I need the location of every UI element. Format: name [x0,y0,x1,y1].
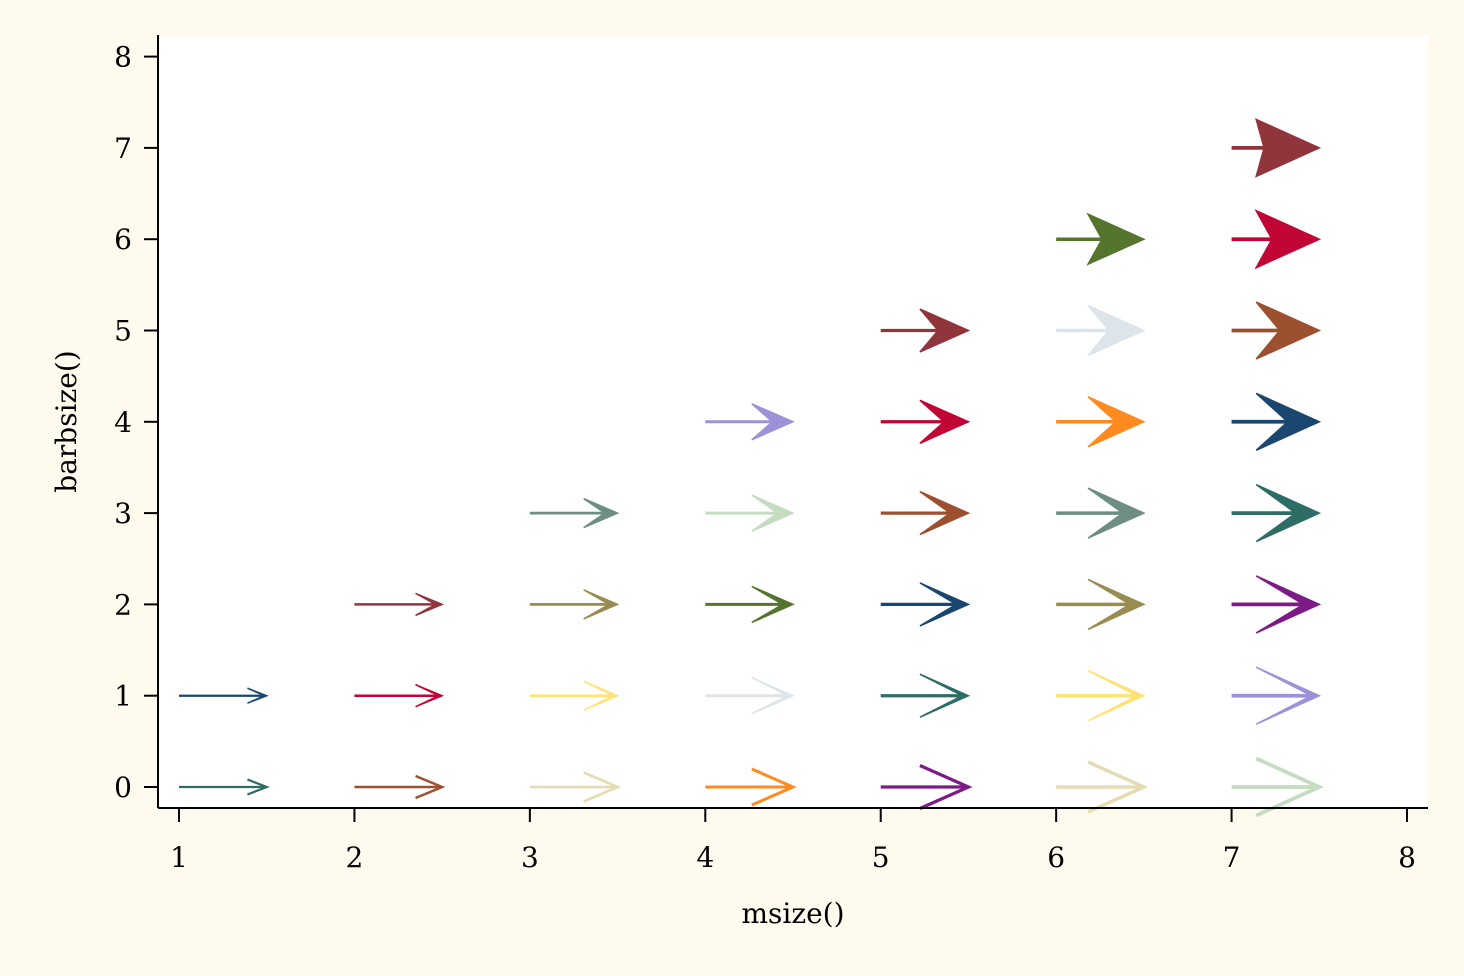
arrow-head [1255,575,1322,634]
arrow-marker [354,592,445,617]
arrow-marker [880,399,971,444]
arrow-head [919,490,971,536]
arrow-marker [529,497,620,529]
y-tick-label: 2 [114,588,132,621]
arrow-head [415,592,445,617]
arrow-head [1087,487,1146,539]
arrow-head [1087,304,1146,357]
y-tick-label: 4 [114,406,132,439]
x-tick-label: 5 [872,841,890,874]
arrow-head [1087,760,1149,814]
x-tick-label: 3 [521,841,539,874]
arrow-head [751,585,795,624]
y-tick-label: 5 [114,315,132,348]
arrow-marker [354,774,446,800]
arrow-marker [1231,118,1322,178]
y-tick-label: 1 [114,680,132,713]
arrow-marker [880,490,971,536]
arrow-head [751,403,795,441]
arrow-marker [1231,301,1322,360]
arrow-marker [354,684,445,708]
arrow-marker [529,771,622,803]
x-tick-label: 8 [1398,841,1416,874]
arrow-head [919,399,971,444]
arrow-marker [1231,209,1322,270]
x-axis-title: msize() [741,897,844,930]
arrow-marker [705,494,795,532]
arrow-marker [880,764,973,810]
arrow-marker [1056,304,1146,357]
arrow-marker [1231,756,1324,818]
arrow-marker [1056,487,1146,539]
arrow-marker [1231,666,1322,725]
arrow-marker [880,582,971,627]
y-axis-title: barbsize() [50,350,83,492]
y-tick-label: 0 [114,771,132,804]
arrow-series [179,118,1324,818]
arrow-marker [179,687,269,704]
arrow-head [919,764,973,810]
arrow-head [415,684,445,708]
arrow-marker [705,767,797,807]
arrow-marker [529,589,620,620]
arrow-head [919,673,971,718]
arrow-head [583,497,620,529]
x-tick-label: 1 [170,841,188,874]
arrow-marker [529,680,620,711]
arrow-head [751,494,795,532]
arrow-head [1086,212,1146,266]
arrow-head [1255,118,1322,178]
arrow-head [751,767,797,807]
arrow-head [1255,483,1322,543]
arrow-head [1087,396,1146,448]
arrow-marker [1056,760,1149,814]
arrow-head [751,677,795,715]
arrow-head [247,778,270,796]
y-tick-label: 3 [114,497,132,530]
y-tick-label: 6 [114,223,132,256]
arrow-marker [705,677,795,715]
arrow-head [919,582,971,627]
arrow-marker [1056,578,1146,631]
arrow-marker [880,673,971,718]
y-tick-label: 7 [114,132,132,165]
arrow-marker [179,778,270,796]
arrow-head [1255,756,1324,818]
arrow-marker [1056,670,1146,722]
arrow-head [1087,578,1146,631]
arrow-marker [880,308,971,353]
arrow-marker [1056,212,1146,266]
arrow-head [583,589,620,620]
arrow-head [1254,209,1322,270]
arrow-head [1087,670,1146,722]
arrow-marker [1056,396,1146,448]
arrow-head [415,774,446,800]
arrow-head [1255,666,1322,725]
arrow-marker [705,585,795,624]
arrow-head [583,680,620,711]
arrow-marker [1231,392,1322,451]
x-tick-label: 4 [696,841,714,874]
arrow-head [247,687,269,704]
x-tick-label: 7 [1223,841,1241,874]
arrow-marker [1231,483,1322,543]
arrow-head [1255,301,1322,360]
arrow-head [1255,392,1322,451]
arrow-head [919,308,971,353]
arrow-head [583,771,622,803]
arrow-marker [705,403,795,441]
y-tick-label: 8 [114,41,132,74]
x-tick-label: 2 [346,841,364,874]
x-tick-label: 6 [1047,841,1065,874]
axes: 1 2 3 4 5 6 7 8 0 1 2 3 4 5 6 7 8 [114,35,1428,874]
arrow-marker [1231,575,1322,634]
